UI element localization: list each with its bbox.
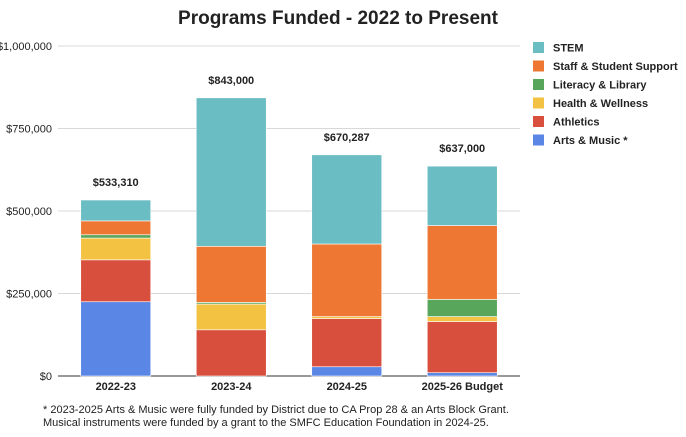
footnote: * 2023-2025 Arts & Music were fully fund… — [43, 404, 673, 430]
bar-segment — [311, 318, 383, 368]
legend-label-text: Health & Wellness — [553, 98, 648, 110]
y-tick-label: $750,000 — [6, 124, 52, 136]
chart-title: Programs Funded - 2022 to Present — [178, 8, 499, 29]
bar-segment — [195, 97, 267, 247]
legend-label: Staff & Student Support — [553, 61, 678, 73]
x-tick-label: 2022-23 — [96, 381, 136, 393]
legend-label: Arts & Music * — [553, 135, 628, 147]
bar-segment — [311, 154, 383, 245]
bar-segment — [80, 259, 152, 303]
bar-segment — [195, 329, 267, 377]
legend-label-text: Literacy & Library — [553, 80, 647, 92]
bar-total-label: $637,000 — [439, 143, 485, 155]
bar-segment — [426, 321, 498, 373]
y-tick-label: $250,000 — [6, 289, 52, 301]
legend-label-text: Athletics — [553, 117, 599, 129]
bar-segment — [311, 243, 383, 317]
bar-segment — [80, 234, 152, 239]
bar-segment — [426, 316, 498, 322]
footnote-line-2: Musical instruments were funded by a gra… — [43, 417, 489, 429]
y-tick-label: $500,000 — [6, 206, 52, 218]
legend-label-text: STEM — [553, 43, 584, 55]
x-tick-label: 2025-26 Budget — [422, 381, 504, 393]
legend-label: Health & Wellness — [553, 98, 648, 110]
bar-total-label: $843,000 — [208, 75, 254, 87]
x-axis-ticks: 2022-23 2023-24 2024-25 2025-26 Budget — [96, 381, 504, 393]
legend-swatch — [533, 134, 544, 146]
legend-label-text: Staff & Student Support — [553, 61, 678, 73]
legend-swatch — [533, 42, 544, 53]
legend-label: Literacy & Library — [553, 80, 647, 92]
bar-total-label: $670,287 — [324, 132, 370, 144]
bar-total-label: $533,310 — [93, 177, 139, 189]
bar-segment — [426, 225, 498, 300]
footnote-line-1: * 2023-2025 Arts & Music were fully fund… — [43, 404, 509, 416]
y-tick-label: $0 — [40, 371, 52, 383]
x-tick-label: 2023-24 — [211, 381, 252, 393]
bar-segment — [80, 237, 152, 261]
legend-swatch — [533, 79, 544, 90]
stacked-bar-chart: Programs Funded - 2022 to Present $0 $250… — [0, 8, 678, 393]
bar-segment — [80, 199, 152, 222]
legend-label: Athletics — [553, 117, 599, 129]
y-tick-label: $1,000,000 — [0, 41, 52, 53]
legend: STEM Staff & Student Support Literacy & Li… — [533, 42, 678, 147]
total-labels: $533,310 $843,000 $670,287 $637,000 — [93, 75, 485, 189]
x-tick-label: 2024-25 — [327, 381, 367, 393]
bar-segment — [426, 372, 498, 377]
legend-swatch — [533, 97, 544, 109]
legend-swatch — [533, 60, 544, 72]
legend-swatch — [533, 116, 544, 127]
bars — [80, 97, 498, 377]
bar-segment — [311, 366, 383, 377]
bar-segment — [80, 220, 152, 236]
bar-segment — [195, 303, 267, 331]
bar-segment — [426, 299, 498, 317]
bar-segment — [426, 165, 498, 226]
y-axis-ticks: $0 $250,000 $500,000 $750,000 $1,000,000 — [0, 41, 52, 383]
legend-label: STEM — [553, 43, 584, 55]
legend-footnote-marker: * — [623, 135, 628, 147]
bar-segment — [195, 246, 267, 303]
bar-segment — [80, 301, 152, 377]
legend-label-text: Arts & Music — [553, 135, 620, 147]
